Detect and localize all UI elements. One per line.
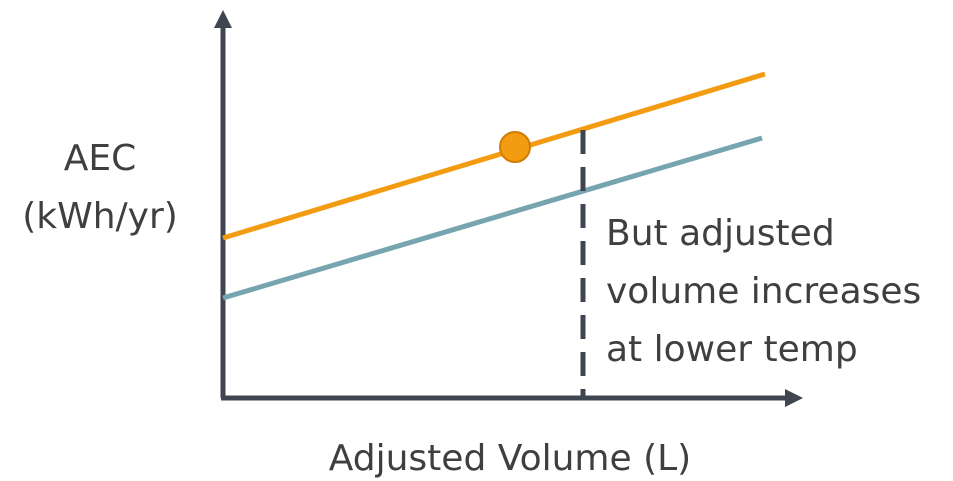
x-axis-label: Adjusted Volume (L) — [329, 438, 691, 479]
x-axis-arrowhead — [785, 389, 803, 407]
upper-aec-line — [222, 71, 766, 241]
annotation-line2: volume increases — [606, 271, 921, 312]
y-axis-label-line1: AEC — [64, 138, 137, 179]
y-axis-label-line2: (kWh/yr) — [22, 196, 178, 237]
lower-aec-line — [222, 135, 763, 301]
point-marker — [499, 131, 531, 163]
annotation-line1: But adjusted — [606, 213, 835, 254]
annotation-line3: at lower temp — [606, 329, 858, 370]
y-axis-arrowhead — [214, 10, 232, 28]
